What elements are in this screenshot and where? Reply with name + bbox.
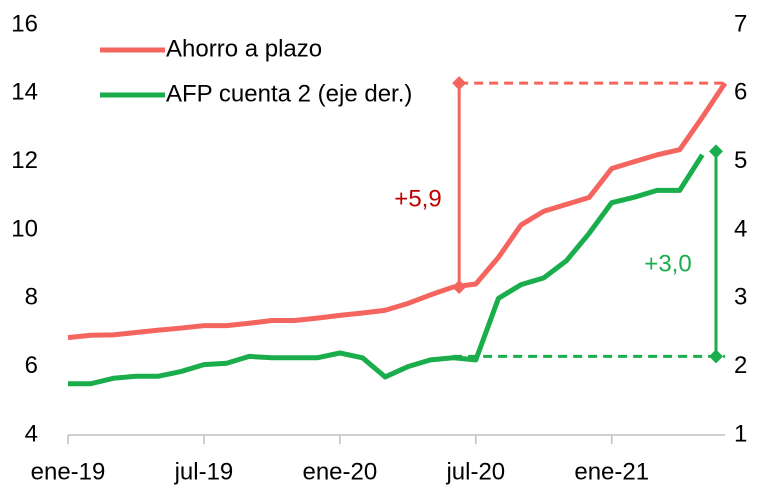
annotation-diamond	[709, 144, 723, 159]
y-tick-label: 6	[25, 352, 38, 379]
x-tick-label: ene-19	[31, 458, 106, 485]
x-tick-label: ene-20	[302, 458, 377, 485]
y2-tick-label: 4	[734, 215, 747, 242]
annotation-diamond	[452, 76, 467, 91]
legend-label: AFP cuenta 2 (eje der.)	[166, 80, 412, 107]
annotation-text: +5,9	[394, 185, 441, 212]
y2-tick-label: 6	[734, 79, 747, 106]
series-line	[67, 81, 728, 341]
x-tick-label: jul-19	[174, 458, 234, 485]
y-tick-label: 16	[11, 10, 38, 37]
y2-tick-label: 3	[734, 284, 747, 311]
y2-tick-label: 1	[734, 420, 747, 447]
x-tick-label: jul-20	[445, 458, 505, 485]
y2-tick-label: 7	[734, 10, 747, 37]
legend-label: Ahorro a plazo	[166, 35, 322, 62]
y-tick-label: 14	[11, 79, 38, 106]
y2-tick-label: 2	[734, 352, 747, 379]
y-tick-label: 8	[25, 284, 38, 311]
series-line	[68, 153, 705, 387]
annotation-text: +3,0	[644, 250, 691, 277]
y2-tick-label: 5	[734, 147, 747, 174]
y-tick-label: 10	[11, 215, 38, 242]
y-tick-label: 12	[11, 147, 38, 174]
y-tick-label: 4	[25, 420, 38, 447]
annotation-diamond	[709, 349, 723, 364]
x-tick-label: ene-21	[574, 458, 649, 485]
